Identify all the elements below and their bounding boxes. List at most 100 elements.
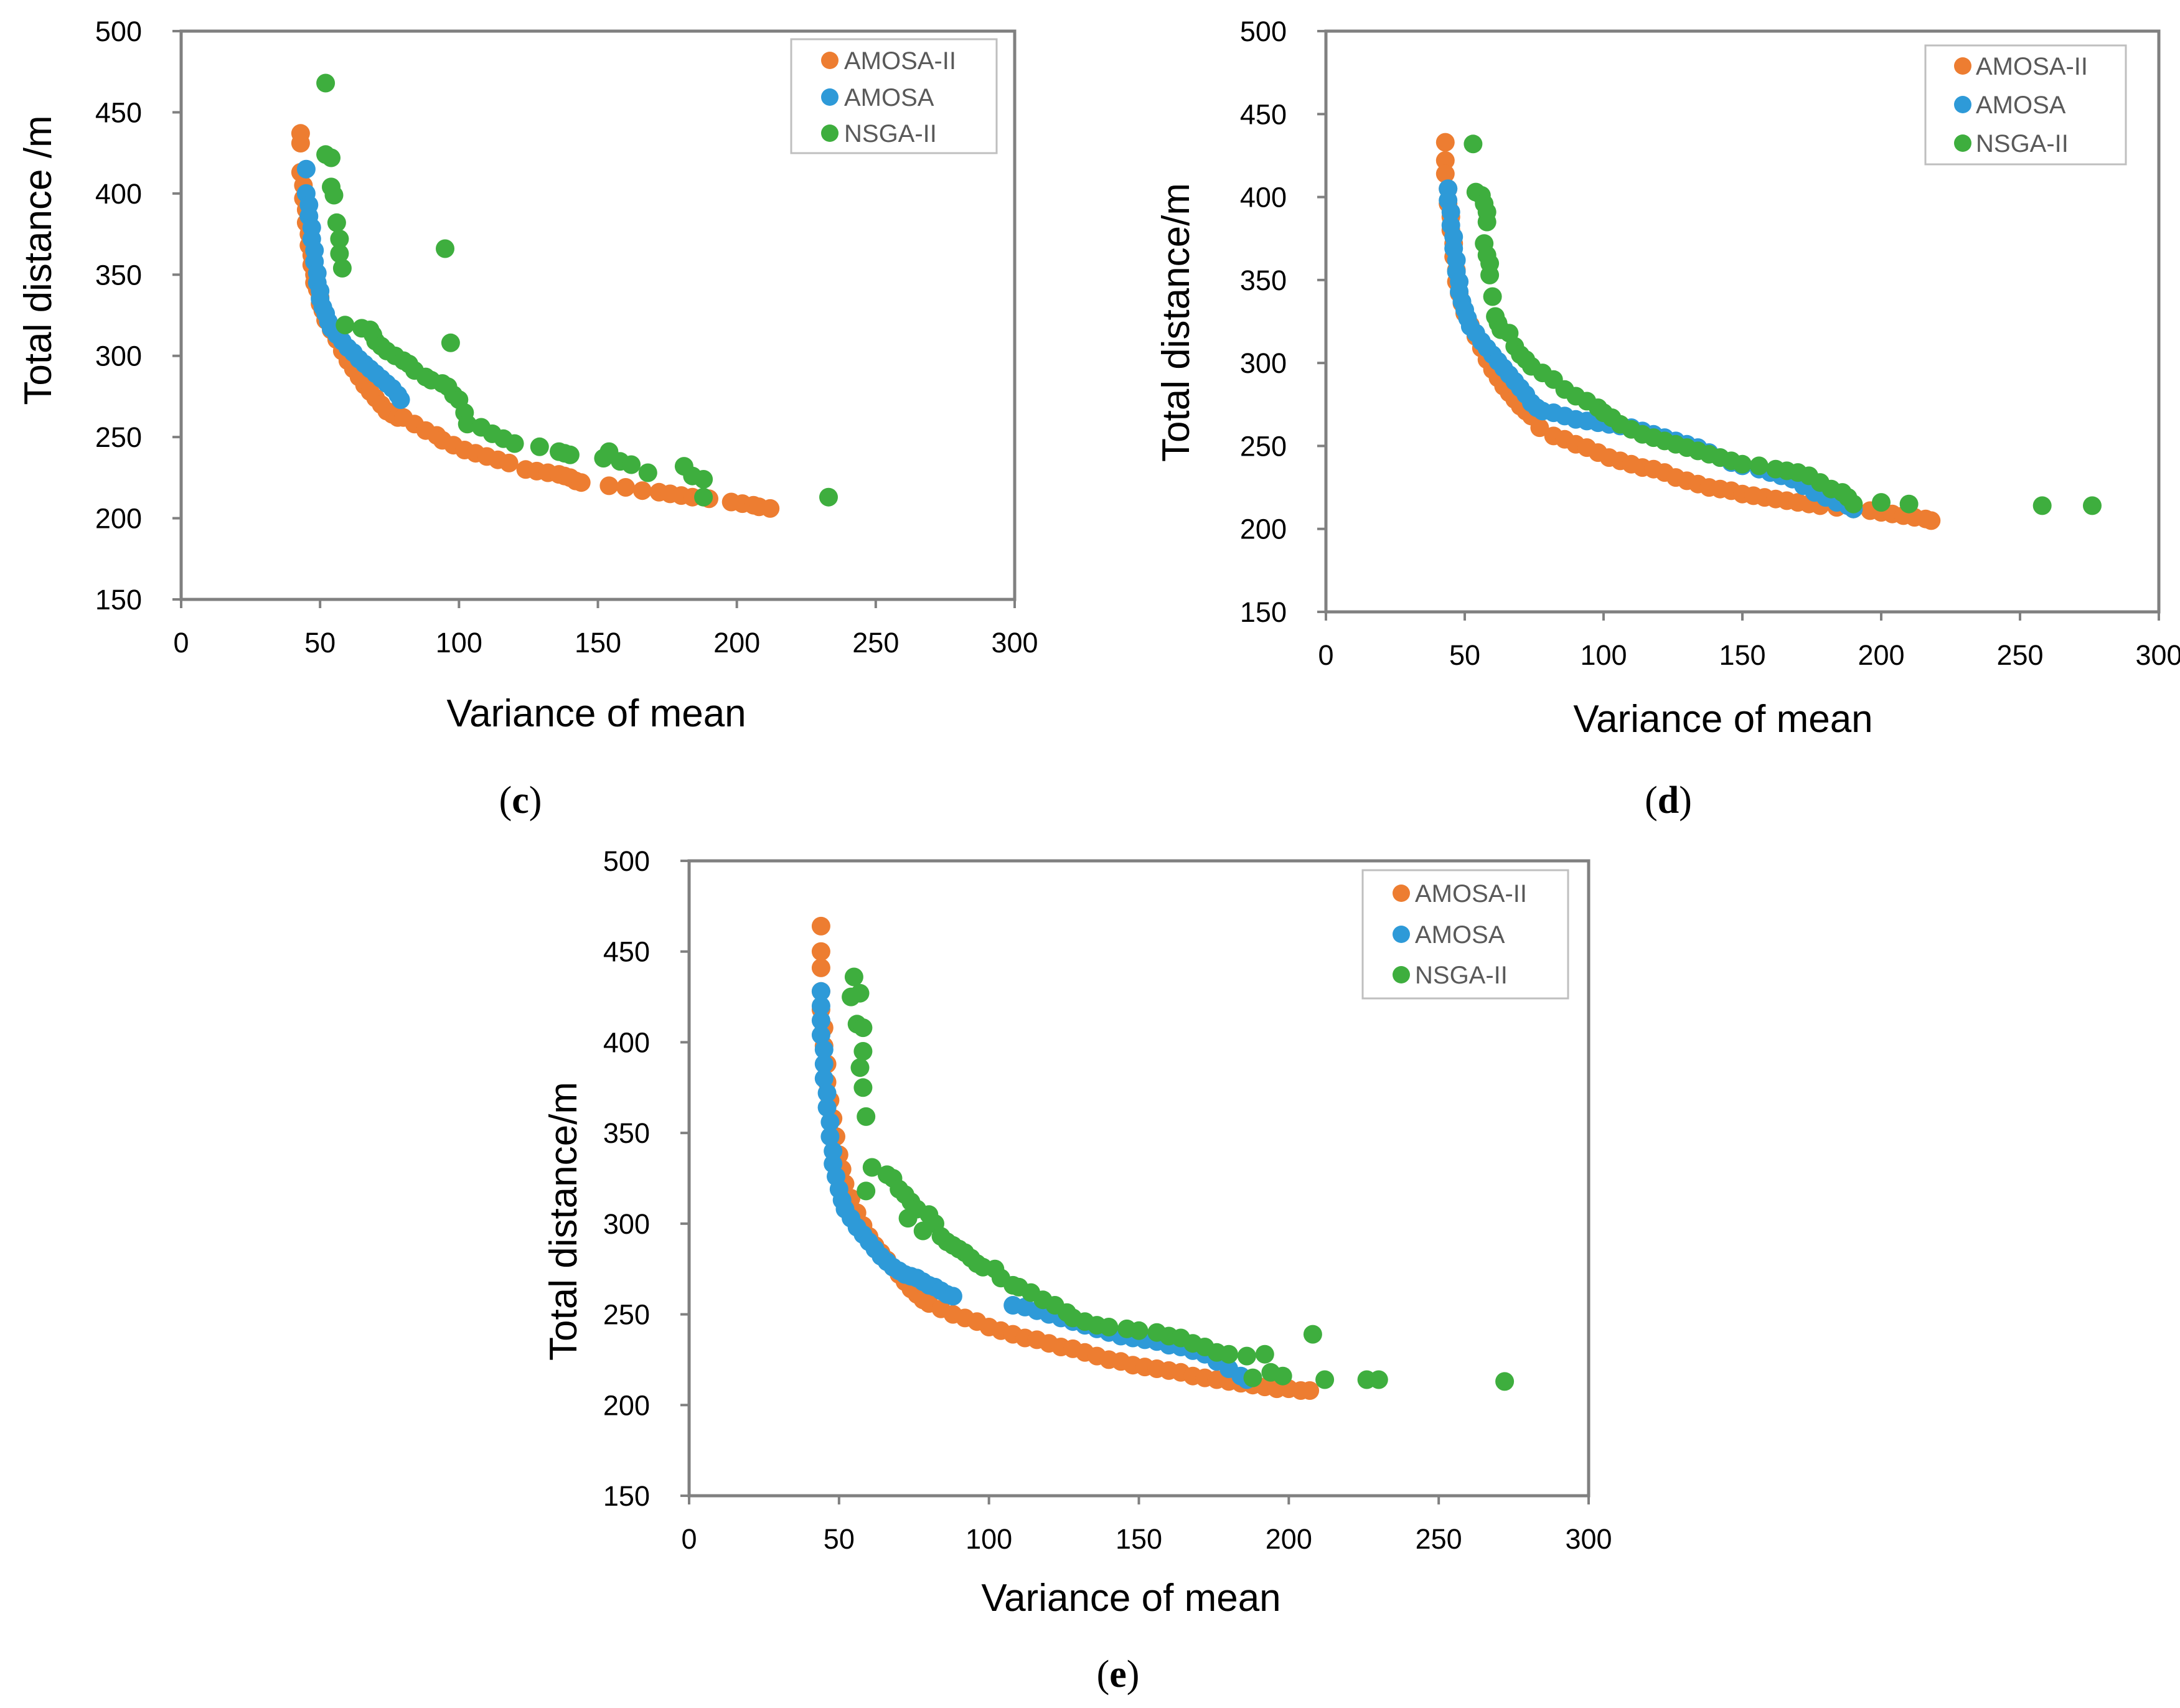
- panel-c: 0 50 100 150 200 250 300 150 200 250 300 350 400 450 5…: [17, 16, 1038, 822]
- panel-c-point-amosa-ii: [291, 134, 310, 152]
- panel-d-point-amosa-ii: [1922, 511, 1941, 530]
- panel-e-point-nsga-ii: [850, 983, 870, 1003]
- panel-d-point-nsga-ii: [1464, 134, 1483, 154]
- panel-e-legend-label-amosa-ii: AMOSA-II: [1415, 880, 1527, 908]
- panel-e-legend-label-nsga-ii: NSGA-II: [1415, 962, 1508, 989]
- panel-e-legend-marker-nsga-ii: [1393, 966, 1410, 983]
- panel-c-point-amosa: [391, 390, 410, 410]
- panel-d-legend-label-amosa: AMOSA: [1976, 92, 2066, 119]
- panel-c-point-nsga-ii: [332, 258, 352, 278]
- panel-e: 0 50 100 150 200 250 300 150 200 250 300 350 400 450 5…: [542, 845, 1612, 1696]
- panel-e-point-amosa: [811, 982, 830, 1001]
- panel-d-point-nsga-ii: [1899, 494, 1919, 514]
- panel-c-point-nsga-ii: [330, 244, 349, 263]
- panel-c-x-tick-label: 150: [575, 627, 621, 659]
- panel-e-point-nsga-ii: [862, 1158, 881, 1177]
- panel-d-point-amosa-ii: [1530, 418, 1549, 438]
- panel-d-point-amosa-ii: [1435, 164, 1455, 184]
- panel-d-caption-close: ): [1679, 779, 1692, 822]
- panel-d-y-tick-label: 250: [1240, 430, 1287, 462]
- panel-c-y-tick-label: 450: [95, 96, 142, 128]
- panel-e-y-tick-label: 500: [603, 845, 650, 877]
- panel-c-point-nsga-ii: [622, 455, 641, 474]
- panel-c-point-nsga-ii: [436, 239, 454, 258]
- panel-e-point-amosa: [820, 1112, 840, 1132]
- panel-c-y-tick-label: 200: [95, 503, 142, 535]
- panel-e-x-tick-label: 250: [1416, 1523, 1462, 1555]
- panel-e-point-amosa: [811, 997, 830, 1016]
- panel-e-point-nsga-ii: [1369, 1370, 1388, 1389]
- panel-e-point-nsga-ii: [1495, 1372, 1515, 1391]
- panel-c-y-axis-title: Total distance /m: [17, 115, 60, 405]
- panel-e-point-nsga-ii: [857, 1107, 876, 1126]
- panel-e-caption-letter: e: [1109, 1653, 1127, 1696]
- panel-d-y-tick-label: 400: [1240, 182, 1287, 214]
- panel-e-caption-open: (: [1097, 1653, 1110, 1696]
- panel-e-x-tick-label: 50: [824, 1523, 855, 1555]
- panel-c-point-amosa-ii: [499, 453, 519, 472]
- panel-e-x-tick-label: 200: [1266, 1523, 1312, 1555]
- panel-d-y-tick-label: 350: [1240, 265, 1287, 296]
- panel-e-point-amosa: [814, 1040, 834, 1059]
- panel-e-point-nsga-ii: [1315, 1370, 1335, 1389]
- panel-c-point-nsga-ii: [330, 229, 349, 248]
- panel-c-y-tick-label: 500: [95, 16, 142, 47]
- panel-c-legend-marker-amosa: [821, 88, 839, 106]
- panel-d-x-tick-label: 300: [2135, 639, 2180, 671]
- panel-e-y-tick-label: 300: [603, 1208, 650, 1240]
- panel-e-point-amosa: [811, 1025, 830, 1044]
- panel-c-caption-close: ): [529, 779, 542, 822]
- panel-e-y-tick-label: 350: [603, 1117, 650, 1149]
- panel-e-point-amosa: [817, 1084, 837, 1102]
- panel-c-legend: AMOSA-II AMOSA NSGA-II: [790, 38, 998, 154]
- panel-c-point-nsga-ii: [316, 73, 336, 93]
- panel-e-point-nsga-ii: [1237, 1346, 1256, 1366]
- panel-c-legend-marker-nsga-ii: [821, 124, 839, 142]
- panel-d-point-nsga-ii: [1733, 454, 1752, 474]
- panel-c-point-nsga-ii: [324, 185, 344, 205]
- panel-c-point-nsga-ii: [560, 445, 580, 464]
- panel-d-caption-open: (: [1645, 779, 1658, 822]
- panel-e-data-points: [811, 916, 1515, 1400]
- panel-e-ticks: 0 50 100 150 200 250 300 150 200 250 300 350 400 450 5…: [603, 845, 1612, 1555]
- panel-d-legend-marker-amosa-ii: [1954, 57, 1971, 75]
- panel-c-point-amosa-ii: [761, 499, 780, 518]
- panel-d-x-tick-label: 200: [1858, 639, 1904, 671]
- panel-e-legend-marker-amosa: [1393, 926, 1410, 943]
- panel-c-y-tick-label: 400: [95, 178, 142, 210]
- panel-e-y-tick-label: 250: [603, 1299, 650, 1331]
- panel-c-point-nsga-ii: [638, 463, 657, 482]
- panel-c-caption-open: (: [499, 779, 512, 822]
- panel-e-legend: AMOSA-II AMOSA NSGA-II: [1361, 869, 1569, 1000]
- panel-e-y-axis-title: Total distance/m: [542, 1082, 585, 1361]
- panel-c-x-tick-label: 200: [713, 627, 760, 659]
- panel-d-legend-label-nsga-ii: NSGA-II: [1976, 130, 2069, 157]
- panel-c-legend-label-amosa: AMOSA: [844, 84, 934, 111]
- panel-e-x-tick-label: 100: [965, 1523, 1012, 1555]
- panel-c-point-nsga-ii: [441, 333, 460, 352]
- panel-e-point-amosa: [820, 1127, 840, 1146]
- panel-e-point-amosa: [943, 1287, 962, 1306]
- panel-e-point-amosa: [814, 1054, 834, 1074]
- panel-c-point-amosa-ii: [571, 473, 591, 492]
- panel-e-point-nsga-ii: [1273, 1366, 1292, 1386]
- panel-d-data-points: [1435, 133, 2102, 530]
- panel-e-y-tick-label: 150: [603, 1480, 650, 1512]
- panel-d-point-nsga-ii: [2083, 496, 2102, 515]
- panel-e-point-amosa-ii: [811, 942, 830, 961]
- panel-e-point-nsga-ii: [1129, 1321, 1149, 1340]
- panel-c-x-tick-label: 0: [173, 627, 189, 659]
- panel-d-point-amosa-ii: [1435, 151, 1455, 170]
- panel-e-point-nsga-ii: [1255, 1344, 1274, 1364]
- panel-d-x-tick-label: 0: [1318, 639, 1333, 671]
- panel-e-point-amosa-ii: [1300, 1381, 1320, 1400]
- panel-d-plot-frame: [1324, 29, 2161, 614]
- panel-e-x-tick-label: 150: [1116, 1523, 1162, 1555]
- panel-c-point-amosa: [296, 159, 316, 179]
- panel-c-point-nsga-ii: [530, 437, 549, 456]
- panel-d-y-tick-label: 300: [1240, 347, 1287, 379]
- panel-d-y-tick-label: 500: [1240, 16, 1287, 47]
- panel-c-x-tick-label: 100: [436, 627, 482, 659]
- panel-d-x-tick-label: 100: [1580, 639, 1627, 671]
